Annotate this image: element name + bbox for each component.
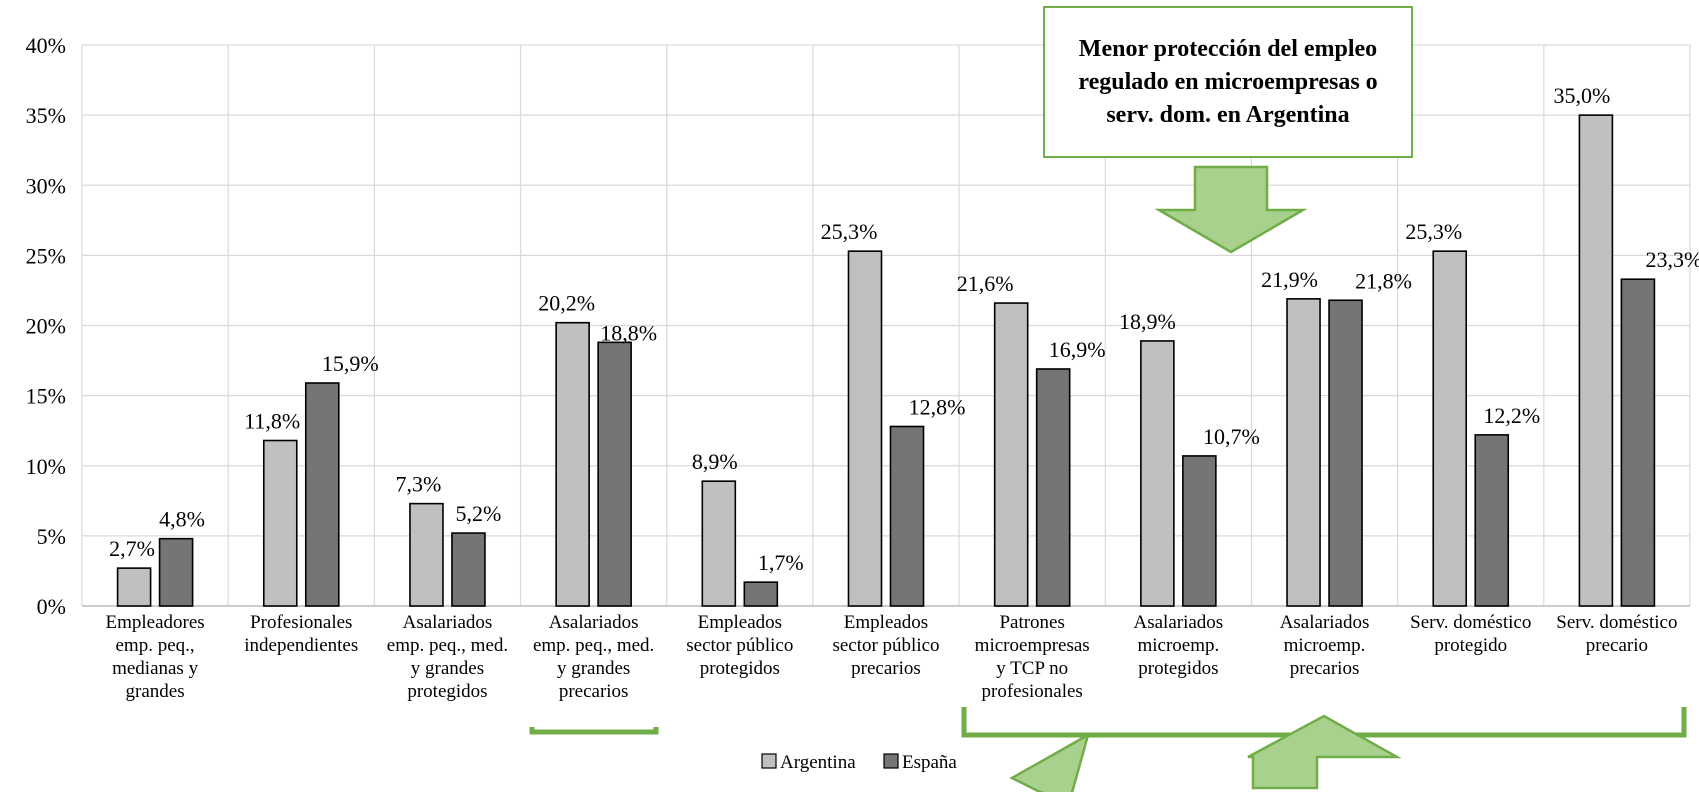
data-label: 18,8% bbox=[600, 320, 657, 345]
category-label: Serv. doméstico bbox=[1410, 612, 1531, 633]
data-label: 18,9% bbox=[1119, 309, 1176, 334]
category-label: y TCP no bbox=[996, 658, 1068, 679]
legend-swatch-argentina bbox=[761, 753, 777, 769]
category-label: Empleados bbox=[698, 612, 782, 633]
category-label: protegidos bbox=[700, 658, 780, 679]
category-label: Profesionales bbox=[250, 612, 352, 633]
bar-espana bbox=[304, 382, 340, 607]
category-label: Empleados bbox=[844, 612, 928, 633]
category-label: Asalariados bbox=[549, 612, 639, 633]
bar-argentina bbox=[262, 439, 298, 607]
legend-label-argentina: Argentina bbox=[780, 752, 856, 773]
data-label: 10,7% bbox=[1203, 424, 1260, 449]
data-label: 21,6% bbox=[957, 271, 1014, 296]
data-label: 16,9% bbox=[1049, 337, 1106, 362]
category-label: emp. peq., bbox=[116, 635, 195, 656]
category-label: Patrones bbox=[999, 612, 1064, 633]
bar-argentina bbox=[847, 250, 883, 607]
bar-argentina bbox=[555, 321, 590, 607]
category-label: Asalariados bbox=[403, 612, 493, 633]
data-label: 7,3% bbox=[396, 472, 442, 497]
category-label: sector público bbox=[832, 635, 939, 656]
y-tick-label: 15% bbox=[26, 384, 66, 409]
bar-espana bbox=[1035, 368, 1071, 607]
category-label: grandes bbox=[126, 681, 185, 702]
y-tick-label: 30% bbox=[26, 173, 66, 198]
bar-argentina bbox=[1286, 298, 1321, 607]
category-label: protegidos bbox=[1138, 658, 1218, 679]
category-label: precarios bbox=[1290, 658, 1360, 679]
down-arrow bbox=[1154, 165, 1308, 254]
category-label: medianas y bbox=[112, 658, 199, 679]
category-label: protegido bbox=[1434, 635, 1507, 656]
legend-swatch-espana bbox=[883, 753, 899, 769]
bracket-precarios bbox=[529, 727, 659, 735]
y-tick-label: 35% bbox=[26, 103, 66, 128]
data-label: 1,7% bbox=[758, 550, 804, 575]
category-label: protegidos bbox=[407, 681, 487, 702]
category-label: emp. peq., med. bbox=[533, 635, 654, 656]
up-arrow-left bbox=[1009, 732, 1091, 792]
bar-espana bbox=[597, 341, 632, 607]
y-tick-label: 20% bbox=[26, 314, 66, 339]
annotation-box: Menor protección del empleo regulado en … bbox=[1043, 6, 1413, 158]
bar-espana bbox=[1474, 434, 1510, 607]
bar-espana bbox=[158, 537, 194, 607]
legend-label-espana: España bbox=[902, 752, 957, 773]
category-label: precario bbox=[1586, 635, 1648, 656]
bar-espana bbox=[743, 581, 779, 607]
data-label: 25,3% bbox=[821, 219, 878, 244]
category-label: microempresas bbox=[975, 635, 1090, 656]
y-tick-label: 10% bbox=[26, 454, 66, 479]
bar-espana bbox=[1182, 455, 1217, 607]
data-label: 23,3% bbox=[1645, 247, 1699, 272]
y-tick-label: 5% bbox=[37, 524, 66, 549]
data-label: 5,2% bbox=[456, 501, 502, 526]
y-tick-label: 40% bbox=[26, 33, 66, 58]
bar-argentina bbox=[1432, 250, 1468, 607]
annotation-text: Menor protección del empleo regulado en … bbox=[1078, 35, 1378, 128]
data-label: 25,3% bbox=[1405, 219, 1462, 244]
category-label: precarios bbox=[851, 658, 921, 679]
bar-espana bbox=[1328, 299, 1363, 607]
data-label: 35,0% bbox=[1553, 83, 1610, 108]
data-label: 21,8% bbox=[1355, 268, 1412, 293]
category-label: Empleadores bbox=[105, 612, 204, 633]
bar-argentina bbox=[409, 502, 444, 607]
category-label: Serv. doméstico bbox=[1556, 612, 1677, 633]
data-label: 15,9% bbox=[322, 351, 379, 376]
data-label: 21,9% bbox=[1261, 267, 1318, 292]
data-label: 11,8% bbox=[244, 409, 300, 434]
category-label: precarios bbox=[559, 681, 629, 702]
category-label: profesionales bbox=[982, 681, 1083, 702]
y-tick-label: 0% bbox=[37, 594, 66, 619]
category-label: y grandes bbox=[411, 658, 484, 679]
up-arrow-right bbox=[1247, 714, 1402, 790]
category-label: Asalariados bbox=[1134, 612, 1224, 633]
data-label: 4,8% bbox=[159, 507, 205, 532]
category-label: sector público bbox=[686, 635, 793, 656]
data-label: 2,7% bbox=[109, 536, 155, 561]
bar-argentina bbox=[1578, 114, 1614, 607]
bar-argentina bbox=[116, 567, 152, 607]
bar-argentina bbox=[1140, 340, 1175, 607]
category-label: emp. peq., med. bbox=[387, 635, 508, 656]
data-label: 12,2% bbox=[1483, 403, 1540, 428]
category-label: Asalariados bbox=[1280, 612, 1370, 633]
y-tick-label: 25% bbox=[26, 243, 66, 268]
category-label: independientes bbox=[244, 635, 358, 656]
bar-argentina bbox=[701, 480, 737, 607]
category-label: y grandes bbox=[557, 658, 630, 679]
bar-espana bbox=[451, 532, 486, 607]
data-label: 8,9% bbox=[692, 449, 738, 474]
bar-espana bbox=[889, 425, 925, 607]
data-label: 12,8% bbox=[909, 394, 966, 419]
bar-argentina bbox=[993, 302, 1029, 607]
category-label: microemp. bbox=[1284, 635, 1366, 656]
bar-espana bbox=[1620, 278, 1656, 607]
category-label: microemp. bbox=[1137, 635, 1219, 656]
data-label: 20,2% bbox=[538, 291, 595, 316]
